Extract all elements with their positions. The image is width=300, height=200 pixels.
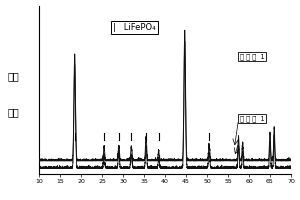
Text: 比 较 例  1: 比 较 例 1 — [240, 115, 264, 122]
Text: 强度: 强度 — [8, 71, 20, 81]
Text: 相对: 相对 — [8, 107, 20, 117]
Text: 实 施 例  1: 实 施 例 1 — [240, 53, 264, 60]
Text: |   LiFePO₄: | LiFePO₄ — [113, 23, 156, 32]
